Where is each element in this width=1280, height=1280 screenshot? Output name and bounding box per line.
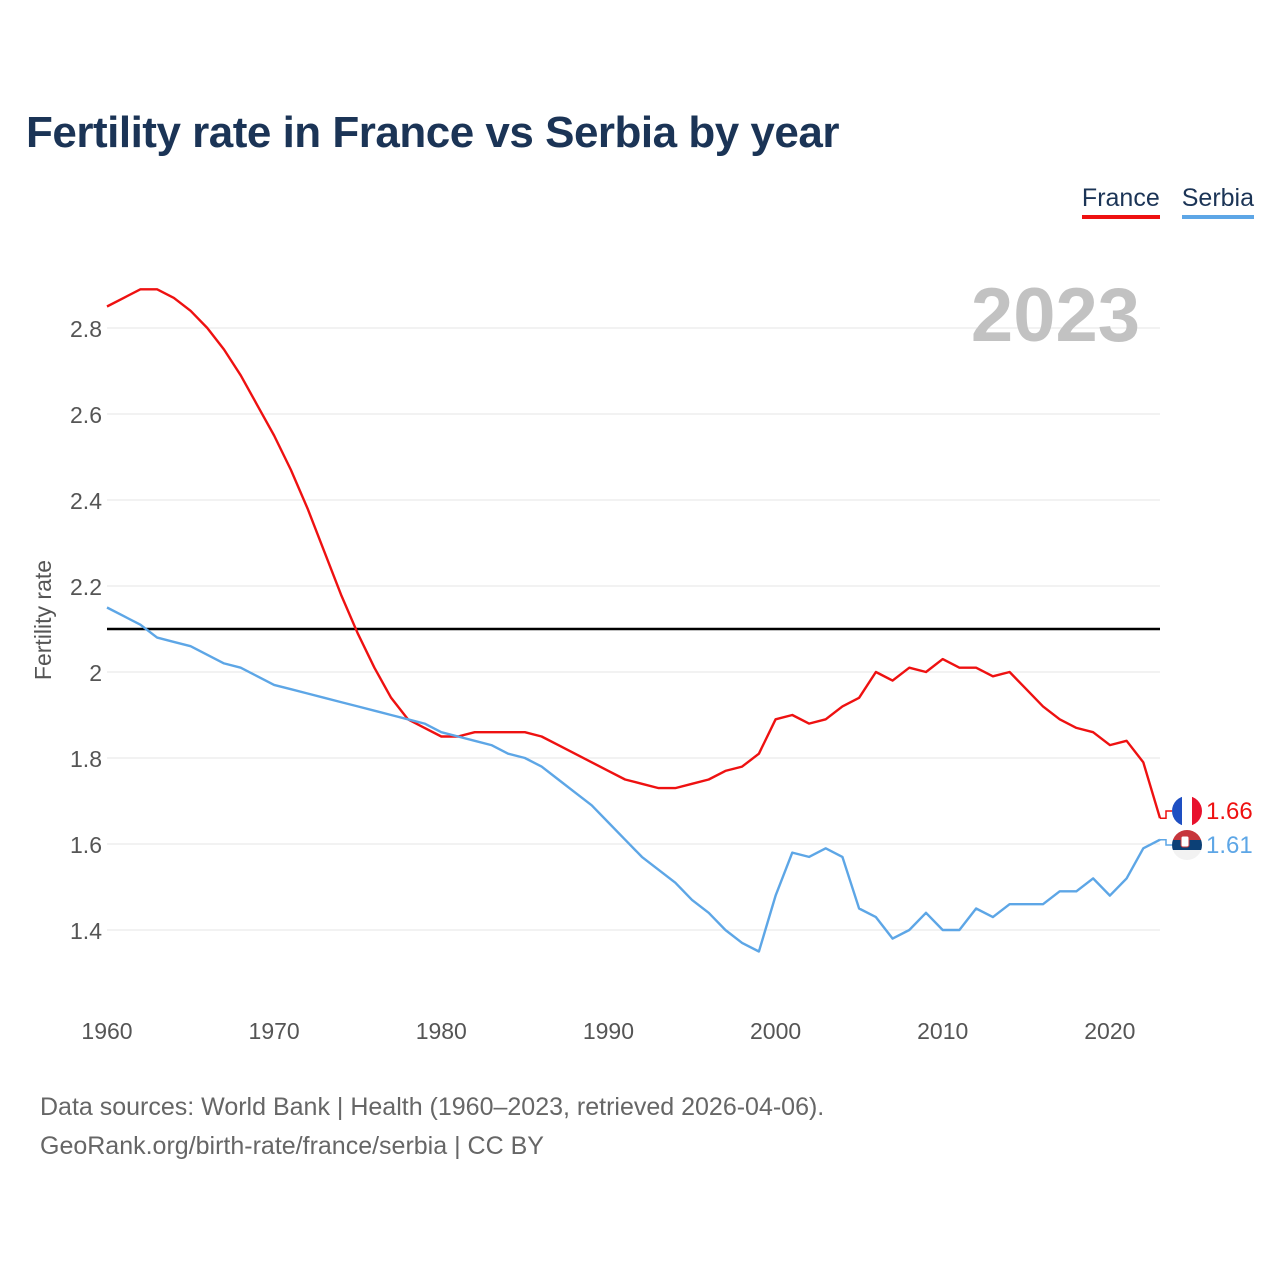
source-line-2[interactable]: GeoRank.org/birth-rate/france/serbia | C… <box>40 1132 544 1160</box>
line-chart: 2023 1.66 1.61 1.4 1.6 1.8 2 2.2 2.4 2.6 2.8 1960… <box>30 273 1253 1044</box>
x-tick-label: 1980 <box>416 1018 467 1044</box>
y-tick-label: 2.6 <box>70 402 102 428</box>
end-connector <box>1160 838 1172 846</box>
legend-serbia[interactable]: Serbia <box>1181 184 1254 219</box>
y-tick-label: 1.4 <box>70 918 102 944</box>
x-tick-label: 2010 <box>917 1018 968 1044</box>
x-tick-label: 1970 <box>249 1018 300 1044</box>
end-value-label-serbia: 1.61 <box>1206 832 1253 859</box>
serbia-flag-icon <box>1172 830 1202 860</box>
series-line-serbia <box>106 606 1161 953</box>
year-watermark: 2023 <box>971 273 1140 358</box>
chart-title: Fertility rate in France vs Serbia by ye… <box>26 108 839 157</box>
y-tick-label: 2 <box>89 660 102 686</box>
source-line-1: Data sources: World Bank | Health (1960–… <box>40 1093 825 1121</box>
x-tick-label: 2000 <box>750 1018 801 1044</box>
legend: France Serbia <box>1081 184 1254 219</box>
y-tick-label: 2.2 <box>70 574 102 600</box>
end-connector <box>1160 810 1172 819</box>
x-tick-label: 1990 <box>583 1018 634 1044</box>
x-tick-label: 2020 <box>1084 1018 1135 1044</box>
x-tick-label: 1960 <box>81 1018 132 1044</box>
y-tick-label: 2.4 <box>70 488 102 514</box>
france-flag-icon <box>1172 796 1202 826</box>
y-axis-label: Fertility rate <box>30 560 56 680</box>
series-line-france <box>106 288 1162 819</box>
y-tick-label: 2.8 <box>70 316 102 342</box>
legend-france[interactable]: France <box>1081 184 1160 219</box>
end-value-label-france: 1.66 <box>1206 798 1253 825</box>
y-tick-label: 1.8 <box>70 746 102 772</box>
y-tick-label: 1.6 <box>70 832 102 858</box>
source-note: Data sources: World Bank | Health (1960–… <box>40 1088 824 1166</box>
